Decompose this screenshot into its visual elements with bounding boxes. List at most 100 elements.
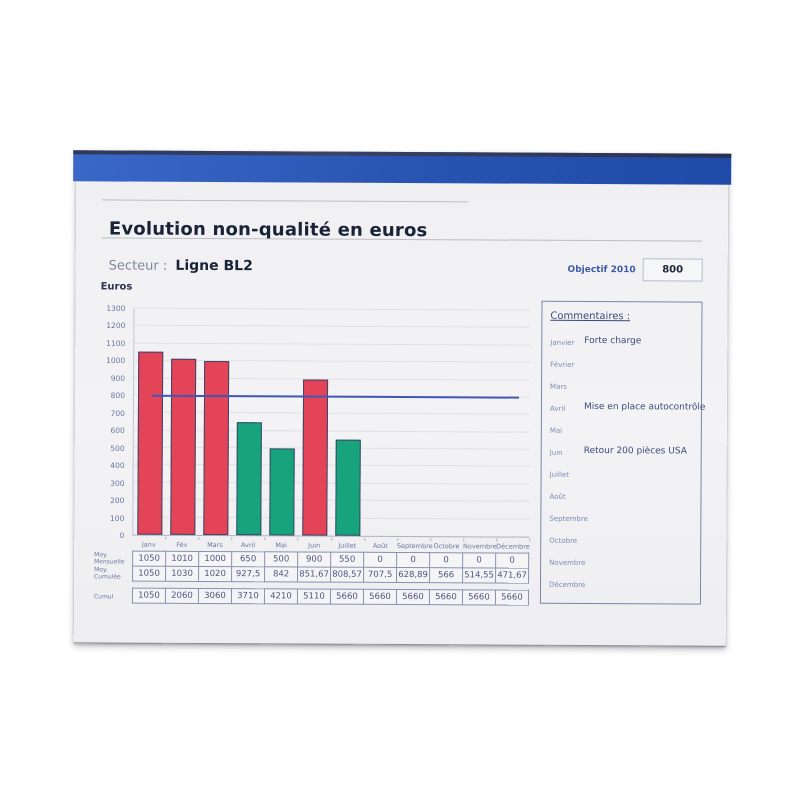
table-cell: 650 <box>231 551 265 567</box>
x-tick-mark <box>463 538 465 542</box>
comment-row: Mai <box>550 424 699 439</box>
gridline <box>134 342 531 346</box>
comments-panel: Commentaires : Janvier Forte charge Févrie… <box>539 300 706 605</box>
monthly-values-table: 1050 1010 1000 650 500 900 550 0 0 0 0 0 1050 1030 102… <box>132 551 529 584</box>
y-tick-label: 800 <box>110 391 126 401</box>
x-tick-mark <box>165 536 167 540</box>
gridline <box>134 324 531 329</box>
comment-row: Août <box>549 490 698 505</box>
table-cell: 5660 <box>396 589 430 605</box>
x-tick-label: Août <box>372 541 388 550</box>
bar-janv <box>137 352 164 535</box>
table-cell: 707,5 <box>363 567 397 583</box>
table-cell: 842 <box>264 566 298 582</box>
bar-juillet <box>335 440 361 536</box>
table-cell: 0 <box>429 552 463 568</box>
comment-row: Mars <box>550 380 699 395</box>
x-tick-label: Mai <box>275 541 287 550</box>
table-row: 1050 2060 3060 3710 4210 5110 5660 5660 5660 5660… <box>132 588 529 606</box>
comment-month: Juillet <box>549 470 570 479</box>
objectif-value: 800 <box>662 264 684 276</box>
comment-month: Août <box>549 492 566 501</box>
x-tick-mark <box>430 538 432 542</box>
comment-row: Novembre <box>549 556 698 571</box>
table-cell: 5660 <box>330 589 364 605</box>
x-tick-label: Juillet <box>338 541 357 550</box>
comment-month: Avril <box>549 404 566 413</box>
x-tick-label: Fév <box>176 540 188 549</box>
x-tick-mark <box>396 537 398 541</box>
x-tick-mark <box>231 537 233 541</box>
x-tick-label: Avril <box>240 541 256 550</box>
bar-chart: 0 100 200 300 400 500 600 700 800 900 1000 1100 1200… <box>106 304 531 540</box>
title-top-rule <box>102 199 469 203</box>
comment-row: Janvier Forte charge <box>550 336 699 351</box>
table-cell: 1050 <box>132 551 166 567</box>
plot-area <box>132 307 531 538</box>
y-axis-title: Euros <box>100 281 133 293</box>
table-cell: 1050 <box>132 588 166 604</box>
table-cell: 514,55 <box>462 567 496 583</box>
bar-mars <box>203 361 230 536</box>
y-tick-label: 200 <box>110 496 125 506</box>
table-cell: 550 <box>330 552 364 568</box>
bar-juin <box>302 379 329 536</box>
table-cell: 851,67 <box>297 566 331 583</box>
y-tick-label: 300 <box>110 478 125 488</box>
table-cell: 1050 <box>132 566 166 582</box>
row-label-cumul: Cumul <box>94 593 130 600</box>
y-tick-label: 1200 <box>106 321 126 331</box>
x-tick-mark <box>363 537 365 541</box>
table-cell: 0 <box>363 552 397 568</box>
x-tick-label: Décembre <box>496 542 530 551</box>
cumul-table: 1050 2060 3060 3710 4210 5110 5660 5660 5660 5660… <box>132 588 529 606</box>
x-tick-mark <box>529 538 531 542</box>
comment-text: Mise en place autocontrôle <box>583 401 706 413</box>
x-tick-label: Mars <box>207 540 223 550</box>
table-cell: 1000 <box>198 551 232 567</box>
x-tick-mark <box>198 536 200 540</box>
comment-month: Mai <box>549 426 563 435</box>
bar-mai <box>269 448 295 536</box>
y-tick-label: 100 <box>110 513 125 523</box>
table-cell: 500 <box>264 551 298 567</box>
header-blue-band <box>73 150 732 185</box>
table-cell: 927,5 <box>231 566 265 582</box>
comment-row: Septembre <box>549 512 698 527</box>
comment-month: Novembre <box>549 558 586 567</box>
x-tick-mark <box>264 537 266 541</box>
comment-row: Février <box>550 358 699 373</box>
table-row: 1050 1030 1020 927,5 842 851,67 808,57 707,5 628… <box>132 566 529 584</box>
table-cell: 1030 <box>165 566 199 582</box>
comment-month: Décembre <box>549 580 586 589</box>
x-tick-label: Octobre <box>433 542 460 551</box>
x-tick-mark <box>496 538 498 542</box>
secteur-value: Ligne BL2 <box>175 257 253 275</box>
y-tick-label: 600 <box>110 426 125 436</box>
comment-month: Mars <box>550 382 567 391</box>
table-cell: 2060 <box>165 588 199 604</box>
comment-row: Octobre <box>549 534 698 549</box>
row-label-line: Cumulée <box>94 573 121 581</box>
comment-month: Juin <box>549 448 563 457</box>
comments-title: Commentaires : <box>550 310 631 323</box>
table-cell: 808,57 <box>330 567 364 583</box>
table-cell: 5660 <box>462 589 496 605</box>
comment-month: Septembre <box>549 514 588 523</box>
y-axis: 0 100 200 300 400 500 600 700 800 900 1000 1100 1200… <box>96 304 129 540</box>
y-tick-label: 500 <box>110 443 125 453</box>
x-tick-mark <box>330 537 332 541</box>
x-tick-mark <box>297 537 299 541</box>
y-tick-label: 1100 <box>106 338 126 348</box>
row-label-line: Mensuelle <box>94 558 125 566</box>
table-cell: 4210 <box>264 588 298 604</box>
table-cell: 628,89 <box>396 567 430 583</box>
comment-month: Janvier <box>550 338 575 347</box>
bar-avril <box>236 422 262 536</box>
y-tick-label: 700 <box>110 408 125 418</box>
objectif-value-box: 800 <box>642 258 703 282</box>
y-tick-label: 1300 <box>106 303 126 314</box>
gridline <box>134 307 531 311</box>
secteur-row: Secteur : Ligne BL2 <box>109 257 253 274</box>
table-cell: 900 <box>297 551 331 568</box>
